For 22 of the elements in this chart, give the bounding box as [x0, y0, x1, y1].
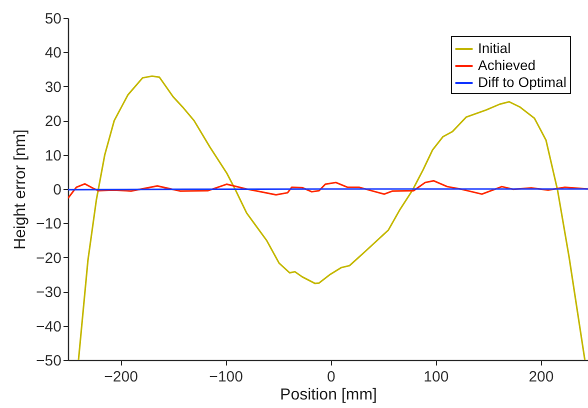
- y-tick-label: 40: [44, 44, 62, 62]
- x-tick-label: −100: [209, 368, 243, 386]
- y-axis-title: Height error [nm]: [12, 129, 30, 250]
- y-tick-label: −30: [36, 284, 62, 302]
- y-tick-label: 50: [44, 10, 62, 28]
- line-series: [78, 75, 586, 360]
- x-tick-label: 0: [326, 368, 336, 386]
- x-tick-label: −200: [104, 368, 138, 386]
- y-tick-label: 30: [44, 78, 62, 96]
- legend-label: Initial: [478, 40, 511, 56]
- y-tick-label: 10: [44, 147, 62, 164]
- y-tick-label: 20: [44, 113, 62, 130]
- x-axis-title: Position [mm]: [280, 386, 377, 404]
- legend-label: Achieved: [478, 57, 536, 73]
- x-tick-label: 100: [424, 368, 449, 386]
- y-tick-label: −20: [36, 250, 62, 267]
- legend-label: Diff to Optimal: [478, 74, 566, 90]
- y-tick-label: 0: [53, 182, 62, 198]
- y-tick-label: −40: [36, 318, 62, 336]
- y-tick-label: −50: [36, 352, 62, 370]
- x-tick-label: 200: [528, 368, 554, 386]
- y-tick-label: −10: [36, 216, 62, 233]
